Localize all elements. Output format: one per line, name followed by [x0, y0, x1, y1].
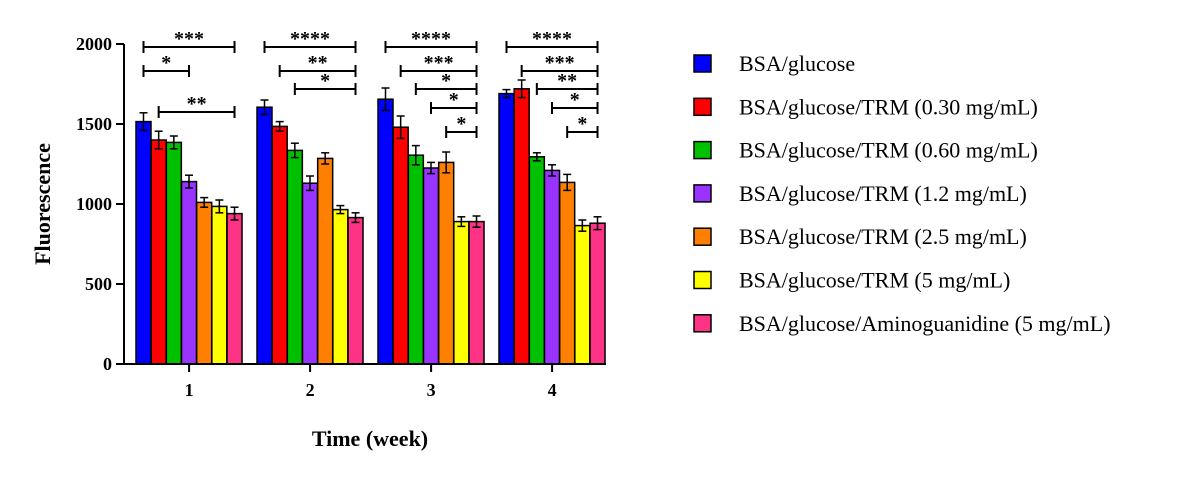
- significance-label: *: [320, 70, 330, 92]
- significance-label: **: [557, 70, 577, 92]
- bar: [528, 156, 546, 365]
- bar: [347, 216, 364, 365]
- legend-swatch: [693, 140, 712, 160]
- legend-swatch: [693, 314, 712, 333]
- legend-label: BSA/glucose/TRM (1.2 mg/mL): [739, 181, 1027, 206]
- bar: [589, 222, 606, 365]
- legend-label: BSA/glucose/TRM (0.30 mg/mL): [739, 94, 1038, 119]
- significance-label: *: [449, 89, 459, 111]
- legend-label: BSA/glucose/TRM (2.5 mg/mL): [739, 224, 1027, 249]
- bar: [513, 88, 530, 365]
- significance-label: *: [570, 89, 580, 111]
- legend-swatch: [693, 97, 712, 117]
- significance-label: ***: [424, 52, 454, 74]
- bar: [180, 180, 198, 365]
- bar: [407, 154, 425, 365]
- bar: [271, 125, 288, 365]
- significance-label: *: [456, 113, 466, 135]
- bar: [165, 141, 183, 365]
- y-tick-label: 1500: [76, 114, 112, 134]
- bar: [437, 161, 455, 365]
- legend-label: BSA/glucose/TRM (0.60 mg/mL): [739, 138, 1038, 163]
- y-axis-title: Fluorescence: [30, 143, 55, 265]
- bar: [301, 182, 319, 365]
- legend-swatch: [693, 184, 712, 203]
- x-axis-title: Time (week): [312, 426, 428, 451]
- bar: [316, 157, 334, 365]
- bar: [286, 149, 304, 365]
- x-tick-label: 1: [185, 380, 194, 400]
- bar: [377, 98, 394, 365]
- bar: [453, 220, 470, 365]
- legend-swatch: [693, 270, 712, 290]
- significance-label: ****: [290, 28, 330, 50]
- bar: [135, 120, 152, 365]
- y-tick-label: 0: [103, 354, 112, 374]
- significance-label: *: [161, 52, 171, 74]
- significance-label: ***: [174, 28, 204, 50]
- bar: [150, 139, 167, 365]
- significance-label: ****: [532, 28, 572, 50]
- x-tick-label: 3: [427, 380, 436, 400]
- significance-label: ****: [411, 28, 451, 50]
- significance-label: *: [577, 113, 587, 135]
- bar: [558, 181, 576, 365]
- legend-swatch: [693, 54, 712, 73]
- y-tick-label: 500: [85, 274, 112, 294]
- bar: [226, 212, 243, 365]
- legend-label: BSA/glucose: [739, 51, 855, 76]
- bar: [332, 208, 349, 365]
- bar: [422, 167, 440, 365]
- significance-label: *: [441, 70, 451, 92]
- bar: [574, 224, 591, 365]
- legend-label: BSA/glucose/TRM (5 mg/mL): [739, 268, 1010, 293]
- legend-swatch: [693, 227, 712, 246]
- bar: [468, 220, 485, 365]
- bar: [392, 126, 409, 365]
- bar: [195, 201, 213, 365]
- x-tick-label: 2: [306, 380, 315, 400]
- significance-label: **: [308, 52, 328, 74]
- significance-label: **: [187, 93, 207, 115]
- y-tick-label: 2000: [76, 34, 112, 54]
- y-tick-label: 1000: [76, 194, 112, 214]
- bar: [543, 169, 561, 365]
- bar: [211, 205, 228, 365]
- legend: BSA/glucose BSA/glucose/TRM (0.30 mg/mL) B…: [693, 51, 1111, 336]
- bar: [256, 106, 273, 365]
- x-tick-label: 4: [548, 380, 557, 400]
- significance-label: ***: [545, 52, 575, 74]
- bar: [498, 92, 515, 365]
- legend-label: BSA/glucose/Aminoguanidine (5 mg/mL): [739, 311, 1111, 336]
